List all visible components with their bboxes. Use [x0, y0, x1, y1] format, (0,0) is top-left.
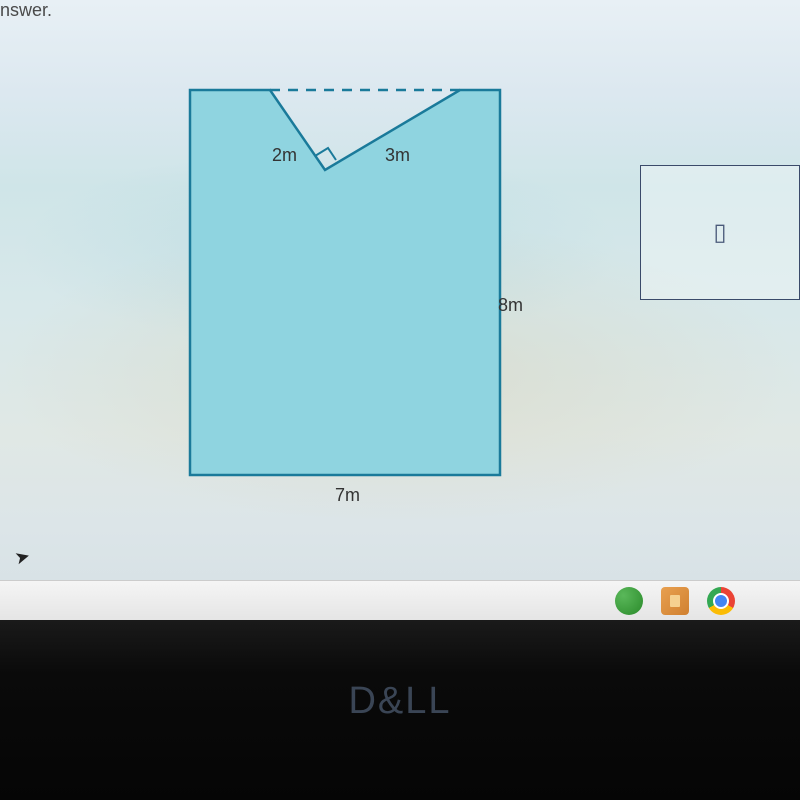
laptop-bezel: D&LL — [0, 620, 800, 800]
app-orange-icon[interactable] — [661, 587, 689, 615]
geometry-diagram: 2m 3m 8m 7m — [180, 80, 520, 500]
chrome-icon[interactable] — [707, 587, 735, 615]
taskbar — [0, 580, 800, 620]
label-7m: 7m — [335, 485, 360, 506]
question-text-fragment: nswer. — [0, 0, 52, 21]
label-8m: 8m — [498, 295, 523, 316]
cursor-icon: ➤ — [13, 545, 33, 569]
screen-area: nswer. 2m 3m 8m 7m ▯ ➤ — [0, 0, 800, 620]
app-green-icon[interactable] — [615, 587, 643, 615]
label-2m: 2m — [272, 145, 297, 166]
shape-svg — [180, 80, 520, 500]
answer-input-box[interactable]: ▯ — [640, 165, 800, 300]
composite-shape — [190, 90, 500, 475]
answer-placeholder: ▯ — [713, 218, 726, 247]
label-3m: 3m — [385, 145, 410, 166]
dell-logo: D&LL — [348, 680, 451, 723]
